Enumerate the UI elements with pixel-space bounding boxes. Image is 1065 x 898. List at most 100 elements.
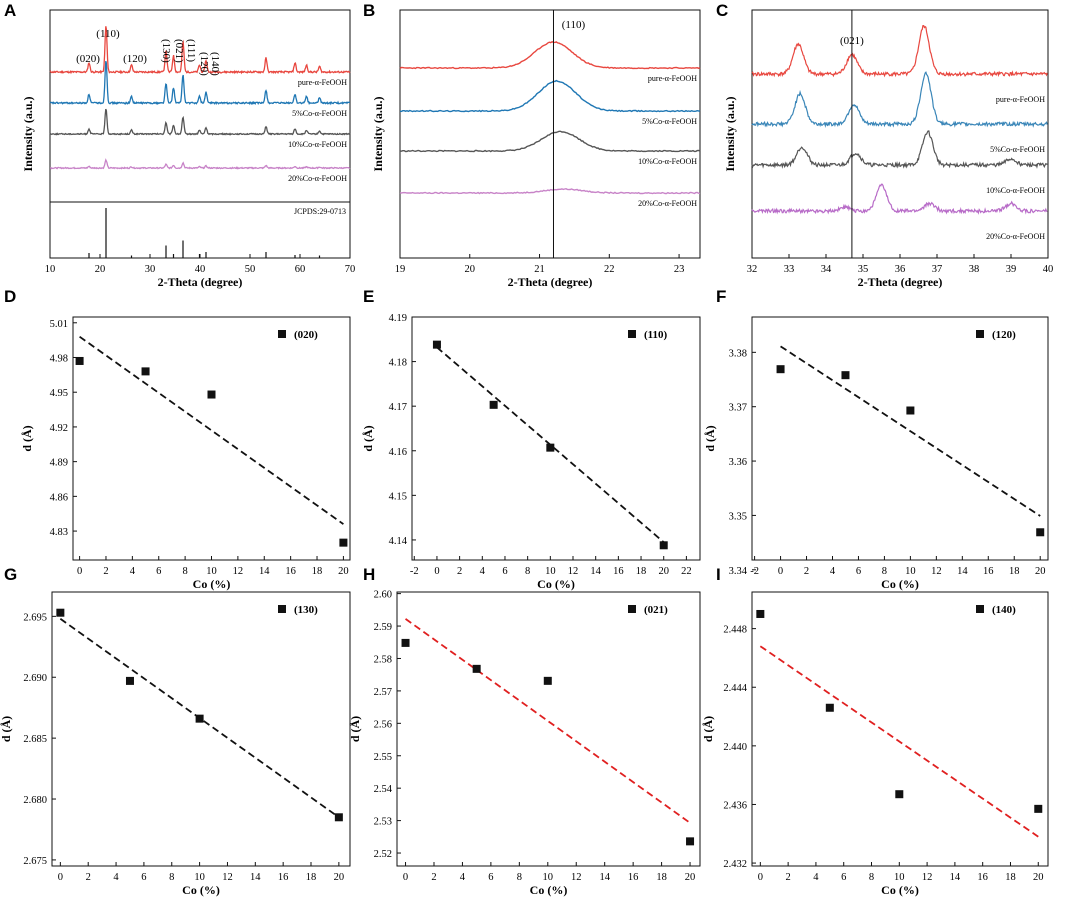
x-tick-label: 8 (182, 566, 187, 577)
y-tick-label: 5.01 (50, 319, 68, 330)
panel-letter: E (363, 287, 374, 306)
trace-label: 20%Co-α-FeOOH (986, 232, 1045, 241)
fit-line (759, 645, 1039, 838)
y-tick-label: 4.92 (50, 423, 68, 434)
x-axis-title: 2-Theta (degree) (158, 275, 243, 289)
x-tick-label: 40 (1043, 264, 1054, 275)
y-tick-label: 4.18 (389, 358, 407, 369)
x-tick-label: 18 (312, 566, 323, 577)
xrd-trace (399, 79, 701, 113)
x-tick-label: 12 (931, 566, 942, 577)
y-axis-title: d (Å) (701, 716, 715, 742)
x-tick-label: 12 (233, 566, 244, 577)
y-axis-title: d (Å) (20, 425, 34, 451)
panel-c: 32 33 34 35 36 37 38 39 40 C 2-Theta (degree) Inten… (716, 1, 1053, 289)
x-tick-label: 6 (502, 566, 507, 577)
xrd-trace (49, 26, 351, 75)
xrd-trace (49, 108, 351, 136)
y-tick-label: 2.57 (374, 687, 392, 698)
x-tick-label: 22 (604, 264, 615, 275)
x-tick-label: 35 (858, 264, 869, 275)
y-tick-label: 3.34 (729, 566, 748, 577)
trace-label: pure-α-FeOOH (996, 95, 1045, 104)
x-tick-label: 10 (545, 566, 556, 577)
y-tick-label: 2.680 (23, 795, 47, 806)
x-tick-label: 38 (969, 264, 980, 275)
panel-g-frame (51, 591, 351, 867)
legend-marker (976, 605, 984, 613)
xrd-trace (49, 60, 350, 106)
x-tick-label: 16 (613, 566, 624, 577)
panel-letter: F (716, 287, 726, 306)
data-point (401, 638, 410, 647)
y-tick-label: 4.17 (389, 402, 407, 413)
legend-label: (120) (992, 329, 1016, 341)
panel-letter: B (363, 1, 375, 20)
peak-label: (120) (123, 53, 147, 65)
x-tick-label: 14 (599, 872, 610, 883)
x-tick-label: 10 (45, 264, 56, 275)
x-tick-label: 32 (747, 264, 758, 275)
x-tick-label: 14 (957, 566, 968, 577)
x-tick-label: 10 (206, 566, 217, 577)
y-axis-title: Intensity (a.u.) (21, 96, 35, 171)
reference-line-label: (021) (840, 35, 864, 47)
y-axis-title: d (Å) (0, 716, 13, 742)
x-tick-label: 37 (932, 264, 943, 275)
x-tick-label: 60 (295, 264, 306, 275)
x-tick-label: 19 (395, 264, 406, 275)
x-tick-label: 2 (457, 566, 462, 577)
trace-label: 5%Co-α-FeOOH (990, 145, 1045, 154)
data-point (472, 664, 481, 673)
panel-f: -2 0 2 4 6 8 10 12 14 16 18 20 3.34 3.35 3.36 3.37 3.38 F… (703, 287, 1049, 591)
x-axis-title: 2-Theta (degree) (508, 275, 593, 289)
data-point (1036, 528, 1045, 537)
x-tick-label: 14 (259, 566, 270, 577)
y-tick-label: 2.675 (23, 856, 47, 867)
panel-h: 0 2 4 6 8 10 12 14 16 18 202.522.532.542.552.562.5… (348, 565, 701, 897)
x-tick-label: 2 (86, 872, 91, 883)
x-tick-label: 0 (778, 566, 783, 577)
y-tick-label: 4.16 (389, 447, 407, 458)
data-point (906, 406, 915, 415)
x-tick-label: -2 (750, 566, 759, 577)
x-tick-label: 20 (334, 872, 345, 883)
data-point (432, 340, 441, 349)
x-tick-label: 20 (1035, 566, 1046, 577)
x-tick-label: 20 (465, 264, 476, 275)
trace-label: 5%Co-α-FeOOH (292, 109, 347, 118)
x-tick-label: 18 (306, 872, 317, 883)
x-tick-label: 16 (278, 872, 289, 883)
x-tick-label: 50 (245, 264, 256, 275)
x-tick-label: 10 (194, 872, 205, 883)
x-tick-label: 12 (568, 566, 579, 577)
peak-label: (020) (76, 53, 100, 65)
peak-label: (110) (96, 28, 120, 40)
y-axis-title: d (Å) (348, 716, 362, 742)
y-axis-title: d (Å) (361, 425, 375, 451)
y-tick-label: 2.436 (723, 800, 747, 811)
y-tick-label: 2.444 (723, 683, 747, 694)
panel-d-frame (72, 316, 351, 561)
x-tick-label: 39 (1006, 264, 1017, 275)
data-point (334, 813, 343, 822)
xrd-trace (50, 158, 351, 170)
x-tick-label: 8 (882, 566, 887, 577)
x-tick-label: 23 (674, 264, 685, 275)
y-tick-label: 2.448 (723, 625, 747, 636)
y-tick-label: 2.54 (374, 784, 393, 795)
x-tick-label: 18 (1005, 872, 1016, 883)
y-tick-label: 2.440 (723, 742, 747, 753)
x-tick-label: 14 (590, 566, 601, 577)
x-tick-label: 4 (830, 566, 836, 577)
peak-label: (140) (209, 52, 221, 76)
y-tick-label: 4.83 (50, 527, 68, 538)
x-tick-label: 4 (813, 872, 819, 883)
x-tick-label: 2 (103, 566, 108, 577)
x-tick-label: 10 (894, 872, 905, 883)
y-tick-label: 4.19 (389, 313, 407, 324)
x-tick-label: -2 (410, 566, 419, 577)
trace-label: 20%Co-α-FeOOH (638, 199, 697, 208)
x-tick-label: 20 (685, 872, 696, 883)
